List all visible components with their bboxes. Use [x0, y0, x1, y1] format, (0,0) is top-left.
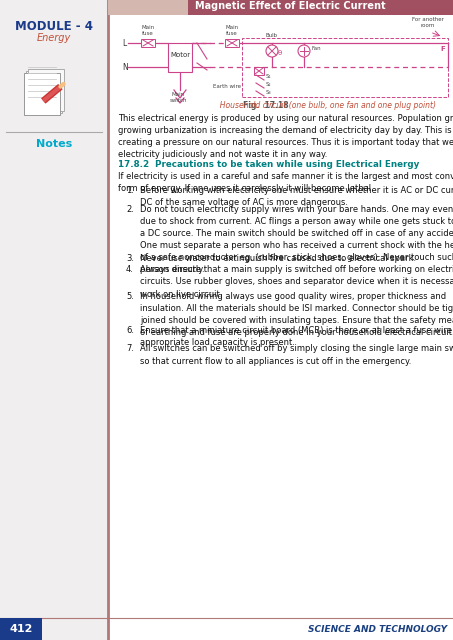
Text: S₃: S₃ — [266, 90, 272, 95]
Bar — [168, 43, 192, 72]
Text: Main
fuse: Main fuse — [141, 25, 154, 36]
Text: 2.: 2. — [126, 205, 134, 214]
Text: For another
room: For another room — [412, 17, 444, 28]
Bar — [188, 0, 453, 15]
Bar — [24, 73, 60, 115]
Bar — [0, 618, 42, 640]
Text: 5.: 5. — [126, 292, 134, 301]
Text: Motor: Motor — [170, 52, 190, 58]
Circle shape — [298, 45, 310, 57]
Text: 3.: 3. — [126, 254, 134, 264]
Text: If electricity is used in a careful and safe manner it is the largest and most c: If electricity is used in a careful and … — [118, 172, 453, 193]
Text: θ: θ — [278, 50, 282, 56]
Text: Household circuit (one bulb, one fan and one plug point): Household circuit (one bulb, one fan and… — [215, 100, 436, 109]
Text: Energy: Energy — [37, 33, 71, 43]
Bar — [225, 39, 239, 47]
Circle shape — [266, 45, 278, 57]
Text: 7.: 7. — [126, 344, 134, 353]
Text: Fan: Fan — [312, 47, 322, 51]
Text: In household wiring always use good quality wires, proper thickness and
insulati: In household wiring always use good qual… — [140, 292, 453, 337]
Bar — [242, 38, 448, 97]
Text: SCIENCE AND TECHNOLOGY: SCIENCE AND TECHNOLOGY — [308, 625, 447, 634]
Text: 4.: 4. — [126, 265, 134, 274]
Text: Ensure that a miniature circuit board (MCB) is there or at least a fuse wire of
: Ensure that a miniature circuit board (M… — [140, 326, 453, 347]
Text: MODULE - 4: MODULE - 4 — [15, 19, 93, 33]
Bar — [24, 73, 60, 115]
Text: N: N — [122, 63, 128, 72]
Bar — [28, 69, 64, 111]
Text: Earth wire: Earth wire — [213, 84, 241, 90]
Text: L: L — [122, 38, 126, 47]
Text: This electrical energy is produced by using our natural resources. Population gr: This electrical energy is produced by us… — [118, 114, 453, 159]
Text: 1.: 1. — [126, 186, 134, 195]
Text: S₂: S₂ — [266, 83, 272, 88]
Bar — [254, 67, 264, 75]
Text: 6.: 6. — [126, 326, 134, 335]
Bar — [26, 71, 62, 113]
Bar — [108, 0, 188, 15]
Text: Always ensure that a main supply is switched off before working on electric
circ: Always ensure that a main supply is swit… — [140, 265, 453, 298]
Text: Do not touch electricity supply wires with your bare hands. One may even die
due: Do not touch electricity supply wires wi… — [140, 205, 453, 275]
Text: Main
fuse: Main fuse — [226, 25, 239, 36]
Text: Bulb: Bulb — [266, 33, 278, 38]
Text: Notes: Notes — [36, 139, 72, 149]
Text: Magnetic Effect of Electric Current: Magnetic Effect of Electric Current — [195, 1, 386, 11]
Bar — [141, 39, 155, 47]
Text: Fig.  17.18: Fig. 17.18 — [243, 100, 288, 109]
Text: Main
switch: Main switch — [169, 92, 187, 103]
Text: Never use water to extinguish fire caused due to electrical spark.: Never use water to extinguish fire cause… — [140, 254, 416, 264]
Bar — [0, 0, 108, 640]
Text: F: F — [440, 46, 445, 52]
Text: 412: 412 — [10, 624, 33, 634]
Text: Before working with electricity one must ensure whether it is AC or DC current.
: Before working with electricity one must… — [140, 186, 453, 207]
Text: 17.8.2  Precautions to be taken while using Electrical Energy: 17.8.2 Precautions to be taken while usi… — [118, 160, 419, 169]
Text: All switches can be switched off by simply closing the single large main switch
: All switches can be switched off by simp… — [140, 344, 453, 365]
Text: S₁: S₁ — [266, 74, 272, 79]
